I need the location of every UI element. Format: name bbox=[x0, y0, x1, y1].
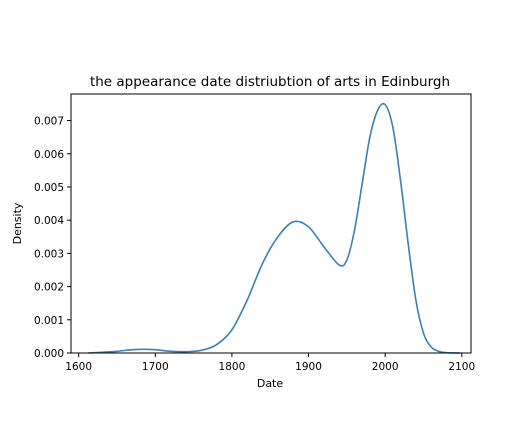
plot-frame bbox=[70, 93, 472, 354]
y-tick-label: 0.001 bbox=[34, 315, 64, 327]
chart-title: the appearance date distriubtion of arts… bbox=[90, 74, 450, 90]
plot-area: 1600 1700 1800 1900 2000 2100 0.000 0.001 0.002… bbox=[34, 93, 475, 373]
y-tick-label: 0.000 bbox=[34, 348, 64, 360]
y-tick-label: 0.003 bbox=[34, 248, 64, 260]
y-tick-label: 0.007 bbox=[34, 116, 64, 128]
x-tick-label: 1800 bbox=[219, 361, 246, 373]
y-tick-label: 0.006 bbox=[34, 149, 64, 161]
y-tick-label: 0.005 bbox=[34, 182, 64, 194]
x-tick-label: 1600 bbox=[65, 361, 92, 373]
y-axis-label: Density bbox=[11, 202, 24, 244]
y-tick-label: 0.002 bbox=[34, 282, 64, 294]
x-tick-label: 2100 bbox=[448, 361, 475, 373]
x-axis-label: Date bbox=[257, 377, 284, 390]
y-axis: 0.000 0.001 0.002 0.003 0.004 0.005 0.006 0.007 bbox=[34, 116, 71, 360]
density-line bbox=[87, 102, 461, 354]
y-tick-label: 0.004 bbox=[34, 215, 64, 227]
x-tick-label: 1900 bbox=[295, 361, 322, 373]
x-axis: 1600 1700 1800 1900 2000 2100 bbox=[65, 353, 475, 373]
x-tick-label: 2000 bbox=[372, 361, 399, 373]
x-tick-label: 1700 bbox=[142, 361, 169, 373]
